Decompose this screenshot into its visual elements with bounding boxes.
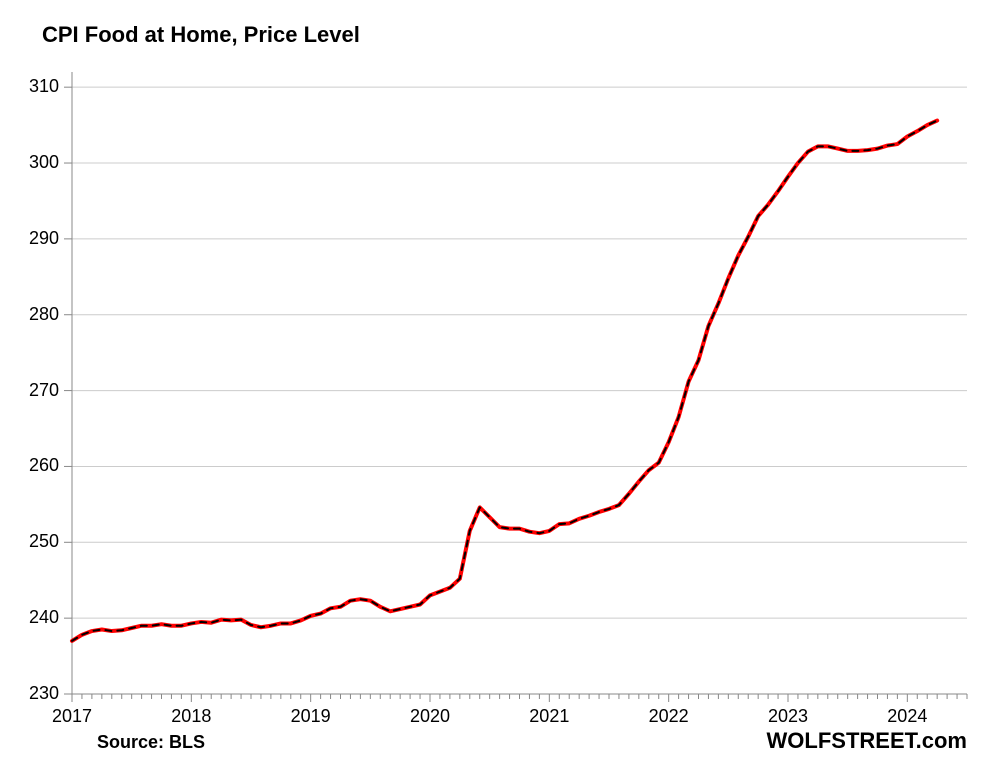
y-tick-label: 310	[9, 76, 59, 97]
source-label: Source: BLS	[97, 732, 205, 753]
x-tick-label: 2018	[161, 706, 221, 727]
x-tick-label: 2023	[758, 706, 818, 727]
x-tick-label: 2022	[639, 706, 699, 727]
y-tick-label: 300	[9, 152, 59, 173]
x-tick-label: 2017	[42, 706, 102, 727]
y-tick-label: 280	[9, 304, 59, 325]
y-tick-label: 250	[9, 531, 59, 552]
y-tick-label: 230	[9, 683, 59, 704]
chart-container: CPI Food at Home, Price Level Source: BL…	[0, 0, 989, 780]
attribution-label: WOLFSTREET.com	[767, 728, 967, 754]
x-tick-label: 2024	[877, 706, 937, 727]
y-tick-label: 260	[9, 455, 59, 476]
y-tick-label: 240	[9, 607, 59, 628]
chart-plot	[0, 0, 989, 780]
x-tick-label: 2020	[400, 706, 460, 727]
x-tick-label: 2019	[281, 706, 341, 727]
x-tick-label: 2021	[519, 706, 579, 727]
y-tick-label: 270	[9, 380, 59, 401]
y-tick-label: 290	[9, 228, 59, 249]
